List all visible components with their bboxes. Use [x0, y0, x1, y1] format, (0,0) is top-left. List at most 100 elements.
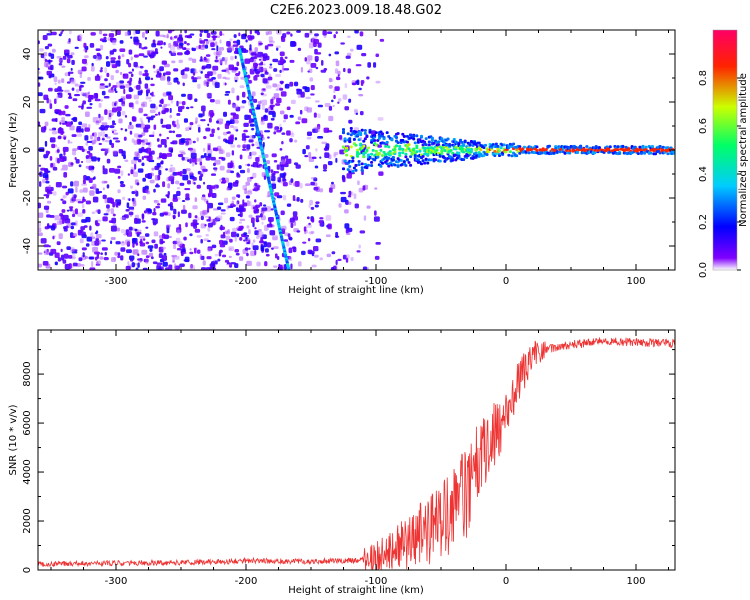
x-tick-label: 100 — [626, 576, 645, 587]
heatmap-cell — [169, 174, 175, 179]
heatmap-cell — [297, 95, 302, 98]
heatmap-cell — [202, 147, 206, 152]
heatmap-cell — [119, 71, 123, 76]
heatmap-cell — [72, 98, 78, 102]
heatmap-cell — [338, 203, 342, 208]
heatmap-cell — [502, 143, 506, 147]
heatmap-cell — [188, 96, 192, 101]
heatmap-cell — [231, 196, 236, 200]
heatmap-cell — [81, 58, 87, 64]
heatmap-cell — [246, 144, 251, 150]
heatmap-cell — [315, 59, 319, 63]
heatmap-cell — [193, 247, 198, 250]
heatmap-cell — [544, 148, 548, 151]
heatmap-cell — [366, 163, 370, 167]
heatmap-cell — [454, 145, 458, 149]
heatmap-cell — [230, 170, 235, 174]
heatmap-cell — [381, 154, 384, 157]
heatmap-cell — [92, 196, 99, 203]
heatmap-cell — [207, 227, 211, 232]
heatmap-cell — [151, 43, 157, 48]
heatmap-cell — [80, 160, 84, 164]
heatmap-cell — [143, 127, 149, 133]
heatmap-cell — [183, 47, 187, 50]
heatmap-cell — [97, 136, 101, 141]
heatmap-cell — [111, 130, 115, 134]
heatmap-cell — [80, 81, 86, 84]
heatmap-cell — [485, 153, 489, 156]
heatmap-cell — [46, 97, 49, 104]
heatmap-cell — [81, 247, 87, 251]
heatmap-cell — [248, 139, 254, 143]
heatmap-cell — [192, 79, 198, 83]
heatmap-cell — [82, 196, 85, 201]
heatmap-cell — [109, 54, 112, 57]
heatmap-cell — [565, 149, 569, 153]
heatmap-cell — [110, 208, 115, 215]
heatmap-cell — [650, 145, 654, 148]
heatmap-cell — [67, 54, 73, 59]
heatmap-cell — [391, 155, 395, 159]
heatmap-cell — [264, 130, 271, 133]
heatmap-cell — [138, 70, 143, 76]
heatmap-cell — [219, 244, 226, 248]
heatmap-cell — [404, 164, 408, 167]
heatmap-cell — [134, 163, 137, 170]
heatmap-cell — [89, 42, 95, 48]
heatmap-cell — [181, 247, 186, 253]
heatmap-cell — [136, 153, 140, 159]
heatmap-cell — [335, 76, 341, 81]
heatmap-cell — [102, 194, 107, 200]
heatmap-cell — [236, 61, 240, 67]
heatmap-cell — [284, 155, 289, 159]
heatmap-cell — [172, 260, 175, 263]
heatmap-cell — [99, 256, 104, 260]
heatmap-cell — [174, 34, 179, 39]
heatmap-cell — [52, 191, 57, 196]
heatmap-cell — [483, 143, 487, 147]
heatmap-cell — [111, 217, 117, 224]
heatmap-cell — [227, 229, 230, 233]
heatmap-cell — [200, 239, 203, 244]
heatmap-cell — [160, 198, 167, 203]
heatmap-cell — [288, 247, 293, 254]
heatmap-cell — [641, 144, 645, 148]
heatmap-cell — [66, 246, 71, 251]
heatmap-cell — [356, 79, 360, 86]
heatmap-cell — [249, 151, 252, 156]
heatmap-cell — [412, 148, 416, 152]
heatmap-cell — [117, 110, 121, 117]
heatmap-cell — [314, 33, 319, 37]
heatmap-cell — [153, 200, 160, 204]
heatmap-cell — [85, 142, 89, 146]
heatmap-cell — [661, 145, 665, 149]
heatmap-cell — [139, 65, 144, 69]
heatmap-cell — [150, 83, 155, 87]
y-tick-label: 6000 — [22, 410, 33, 435]
heatmap-cell — [238, 205, 245, 212]
heatmap-cell — [145, 89, 150, 94]
heatmap-cell — [69, 207, 73, 212]
heatmap-cell — [191, 157, 197, 163]
heatmap-cell — [348, 165, 352, 168]
heatmap-cell — [266, 242, 272, 248]
heatmap-cell — [133, 61, 138, 68]
heatmap-cell — [136, 84, 141, 90]
heatmap-cell — [62, 259, 67, 264]
heatmap-cell — [99, 69, 103, 73]
heatmap-cell — [70, 78, 76, 85]
heatmap-cell — [254, 227, 257, 230]
heatmap-cell — [115, 203, 119, 208]
heatmap-cell — [370, 160, 374, 164]
heatmap-cell — [66, 81, 71, 84]
heatmap-cell — [305, 96, 311, 100]
heatmap-cell — [70, 162, 74, 166]
heatmap-cell — [398, 154, 402, 157]
heatmap-cell — [109, 125, 115, 129]
heatmap-cell — [379, 164, 383, 168]
heatmap-cell — [221, 57, 228, 62]
heatmap-cell — [42, 260, 49, 266]
heatmap-cell — [401, 132, 405, 136]
heatmap-cell — [377, 137, 381, 140]
heatmap-cell — [172, 120, 176, 127]
